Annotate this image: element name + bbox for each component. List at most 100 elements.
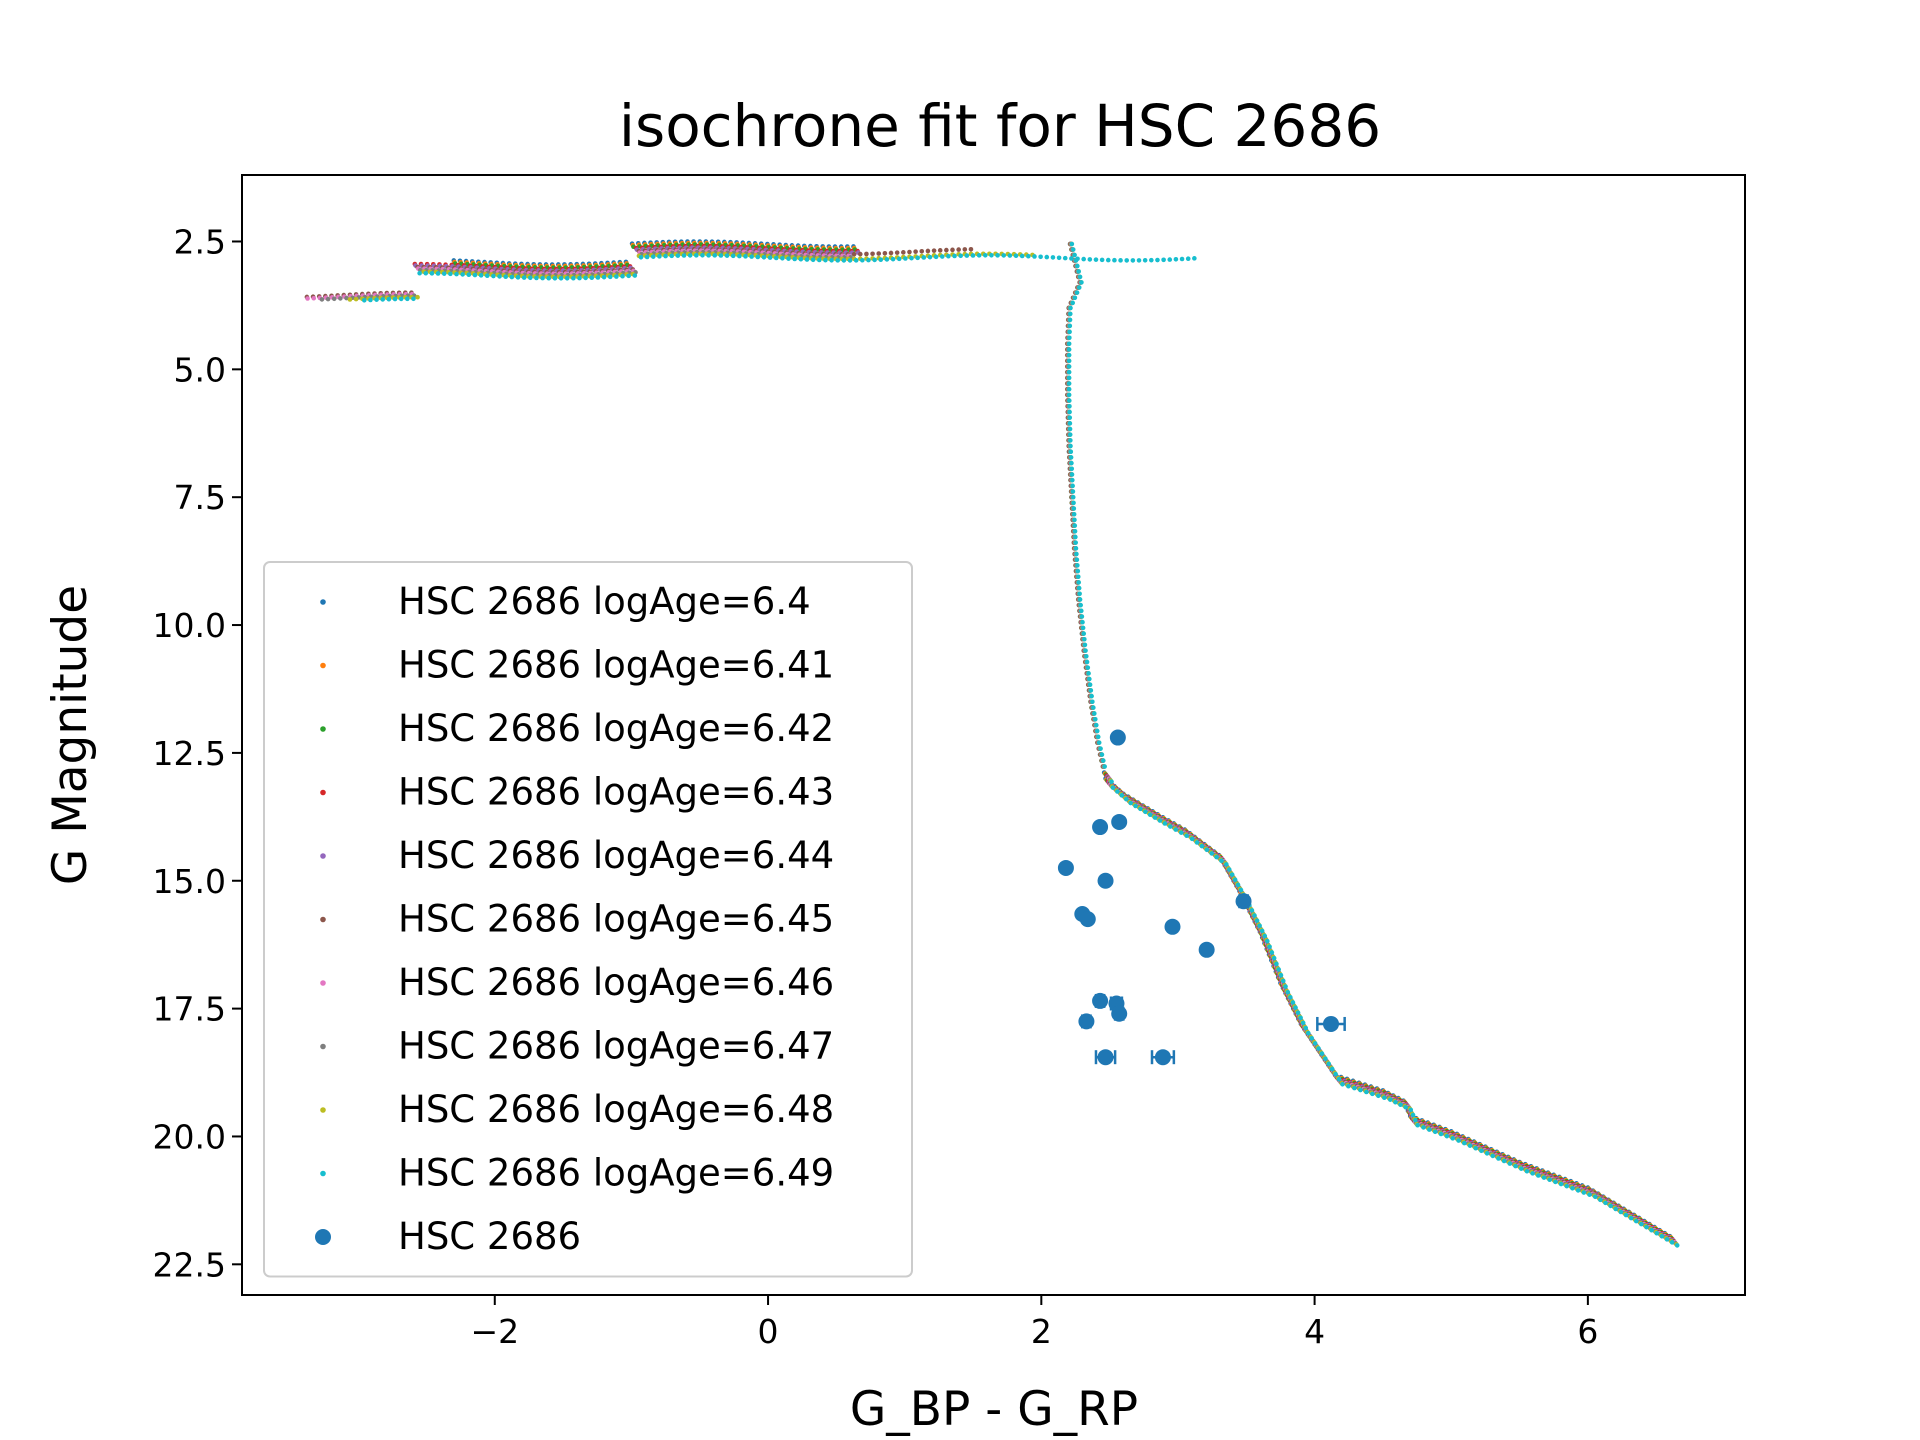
isochrone-point — [1269, 950, 1275, 955]
isochrone-point — [1069, 241, 1075, 247]
isochrone-point — [730, 253, 736, 259]
isochrone-point — [448, 271, 453, 277]
isochrone-point — [1085, 665, 1091, 670]
isochrone-point — [1541, 1175, 1547, 1180]
isochrone-point — [1099, 752, 1105, 757]
legend-marker — [320, 980, 326, 986]
observed-star-point — [1322, 1015, 1339, 1032]
isochrone-point — [564, 275, 570, 281]
isochrone-point — [1044, 254, 1050, 260]
observed-star-point — [1097, 1049, 1114, 1066]
legend-marker — [320, 726, 326, 732]
isochrone-point — [1235, 882, 1241, 888]
isochrone-point — [491, 273, 496, 279]
isochrone-point — [521, 275, 527, 280]
isochrone-point — [1232, 877, 1238, 883]
legend: HSC 2686 logAge=6.4 HSC 2686 logAge=6.41 H… — [263, 561, 913, 1278]
isochrone-point — [1189, 836, 1195, 842]
isochrone-point — [694, 253, 699, 258]
x-tick-label: 4 — [1304, 1312, 1325, 1351]
legend-marker — [320, 1170, 326, 1177]
isochrone-point — [823, 257, 828, 263]
isochrone-point — [1092, 716, 1098, 722]
isochrone-point — [1067, 426, 1073, 432]
isochrone-point — [1238, 887, 1244, 893]
isochrone-point — [1204, 847, 1210, 853]
isochrone-point — [1173, 257, 1179, 262]
isochrone-point — [626, 273, 631, 279]
isochrone-point — [1387, 1097, 1393, 1102]
isochrone-point — [1056, 255, 1062, 261]
isochrone-point — [907, 249, 912, 255]
isochrone-point — [1415, 1122, 1420, 1128]
isochrone-point — [466, 272, 472, 278]
isochrone-point — [687, 253, 693, 258]
legend-label: HSC 2686 logAge=6.42 — [398, 707, 834, 750]
isochrone-point — [1067, 329, 1072, 335]
isochrone-point — [331, 296, 337, 302]
isochrone-point — [460, 272, 465, 277]
legend-marker — [320, 853, 326, 859]
isochrone-point — [1072, 528, 1078, 534]
isochrone-point — [1312, 1041, 1318, 1046]
isochrone-point — [392, 296, 398, 302]
legend-label: HSC 2686 logAge=6.47 — [398, 1025, 834, 1068]
isochrone-point — [1152, 815, 1158, 820]
isochrone-point — [1252, 913, 1257, 918]
isochrone-point — [743, 254, 748, 259]
isochrone-point — [1079, 280, 1084, 285]
isochrone-point — [1618, 1209, 1624, 1215]
isochrone-point — [1364, 1089, 1369, 1095]
plot-frame — [241, 174, 1746, 1296]
isochrone-point — [913, 249, 918, 254]
isochrone-point — [1102, 764, 1107, 769]
y-tick-label: 15.0 — [153, 862, 226, 901]
isochrone-point — [712, 253, 718, 258]
isochrone-point — [669, 253, 675, 259]
isochrone-point — [1490, 1153, 1496, 1159]
isochrone-point — [1138, 806, 1143, 812]
isochrone-point — [1536, 1173, 1541, 1178]
isochrone-point — [1130, 258, 1136, 263]
isochrone-point — [1142, 257, 1148, 263]
isochrone-point — [1067, 311, 1073, 317]
isochrone-point — [1278, 972, 1284, 978]
isochrone-point — [423, 270, 429, 276]
legend-label: HSC 2686 logAge=6.43 — [398, 771, 834, 814]
isochrone-point — [1303, 1025, 1309, 1031]
y-tick-label: 7.5 — [174, 478, 226, 517]
isochrone-point — [1524, 1168, 1530, 1174]
isochrone-point — [1157, 818, 1163, 823]
isochrone-point — [1089, 693, 1094, 699]
legend-label: HSC 2686 logAge=6.44 — [398, 834, 834, 877]
isochrone-point — [361, 297, 367, 303]
isochrone-point — [1078, 602, 1083, 608]
isochrone-point — [909, 255, 914, 261]
isochrone-point — [1087, 682, 1093, 688]
isochrone-point — [484, 273, 490, 279]
x-tick-label: −2 — [470, 1312, 519, 1351]
isochrone-point — [1086, 671, 1091, 676]
isochrone-point — [1173, 827, 1179, 832]
isochrone-point — [1267, 944, 1272, 950]
isochrone-point — [1072, 252, 1077, 258]
isochrone-point — [319, 297, 325, 302]
observed-star-point — [1078, 1013, 1095, 1030]
isochrone-point — [601, 274, 607, 280]
isochrone-point — [1649, 1227, 1654, 1233]
isochrone-point — [368, 297, 373, 303]
isochrone-point — [1067, 403, 1072, 409]
isochrone-point — [1421, 1125, 1426, 1130]
isochrone-point — [1093, 722, 1099, 728]
isochrone-point — [657, 254, 662, 259]
legend-label: HSC 2686 — [398, 1215, 581, 1258]
isochrone-point — [417, 270, 422, 276]
data-marks — [304, 239, 1680, 1248]
isochrone-point — [829, 257, 834, 263]
isochrone-point — [1581, 1190, 1587, 1195]
isochrone-point — [1076, 269, 1081, 274]
isochrone-point — [890, 256, 896, 262]
isochrone-point — [810, 257, 816, 263]
isochrone-point — [1096, 740, 1102, 745]
isochrone-point — [1071, 500, 1076, 506]
